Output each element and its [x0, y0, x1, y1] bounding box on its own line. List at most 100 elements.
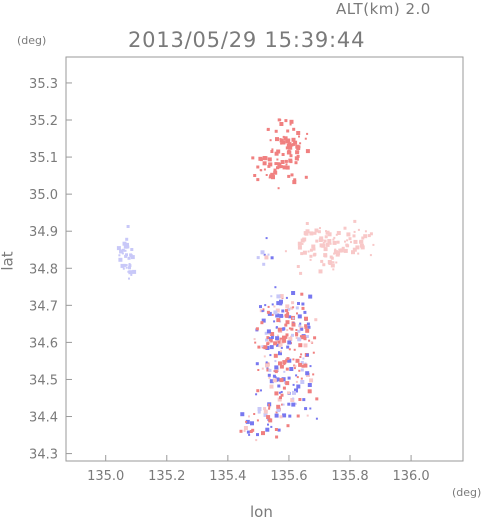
echo-point — [295, 150, 300, 155]
echo-point — [276, 149, 281, 154]
echo-point — [314, 318, 318, 322]
echo-point — [266, 368, 270, 372]
echo-point — [307, 250, 310, 253]
echo-point — [318, 269, 323, 274]
echo-point — [332, 268, 335, 271]
echo-point — [313, 336, 317, 340]
echo-point — [346, 232, 351, 237]
echo-point — [274, 376, 277, 378]
echo-point — [265, 237, 268, 240]
echo-point — [279, 378, 284, 383]
echo-point — [312, 253, 316, 257]
echo-point — [280, 391, 283, 393]
echo-point — [279, 415, 283, 419]
echo-point — [303, 363, 308, 368]
echo-point — [327, 232, 332, 237]
echo-point — [298, 398, 302, 401]
echo-points — [116, 118, 375, 442]
echo-point — [280, 346, 283, 349]
echo-point — [267, 423, 269, 426]
echo-point — [268, 407, 271, 410]
echo-point — [309, 248, 313, 252]
echo-point — [353, 230, 356, 233]
echo-point — [304, 137, 307, 140]
echo-point — [300, 327, 304, 331]
echo-point — [132, 269, 137, 274]
echo-point — [302, 398, 306, 402]
echo-point — [249, 430, 253, 433]
echo-point — [357, 252, 360, 255]
echo-point — [291, 291, 296, 295]
echo-point — [123, 263, 127, 267]
echo-point — [130, 248, 134, 251]
echo-point — [263, 345, 268, 350]
echo-point — [125, 264, 128, 267]
echo-point — [298, 135, 300, 138]
echo-point — [239, 429, 243, 433]
echo-point — [369, 254, 372, 257]
echo-point — [312, 373, 315, 376]
echo-point — [265, 363, 269, 368]
echo-point — [268, 162, 271, 165]
echo-point — [283, 136, 288, 141]
echo-point — [297, 245, 302, 250]
y-tick-label: 34.5 — [29, 373, 58, 388]
echo-point — [298, 362, 303, 367]
echo-point — [120, 263, 125, 268]
echo-point — [290, 143, 294, 147]
echo-point — [321, 243, 326, 248]
echo-point — [285, 381, 290, 386]
echo-point — [282, 413, 287, 418]
echo-point — [285, 309, 288, 313]
echo-point — [303, 337, 307, 341]
echo-point — [302, 250, 307, 255]
echo-point — [290, 398, 295, 402]
echo-point — [266, 367, 269, 370]
echo-point — [293, 364, 296, 367]
echo-point — [315, 417, 318, 420]
echo-point — [254, 341, 257, 344]
echo-point — [286, 129, 290, 133]
echo-point — [283, 370, 286, 373]
echo-point — [297, 241, 302, 246]
echo-point — [280, 160, 285, 164]
echo-point — [256, 165, 260, 169]
echo-point — [279, 313, 284, 318]
echo-point — [118, 257, 123, 262]
echo-point — [269, 384, 274, 389]
echo-point — [275, 313, 280, 318]
echo-point — [344, 240, 346, 243]
echo-point — [292, 306, 295, 309]
echo-point — [300, 380, 305, 384]
echo-point — [332, 238, 335, 241]
echo-point — [245, 419, 250, 424]
echo-point — [292, 127, 296, 131]
echo-point — [315, 239, 319, 243]
echo-point — [287, 391, 290, 395]
echo-point — [291, 402, 296, 407]
echo-point — [278, 361, 282, 366]
altitude-label: ALT(km) 2.0 — [336, 0, 431, 18]
echo-point — [276, 294, 281, 299]
echo-point — [122, 241, 127, 246]
echo-point — [275, 137, 279, 142]
echo-point — [285, 165, 290, 170]
echo-point — [262, 262, 266, 266]
echo-point — [299, 271, 303, 275]
echo-point — [255, 439, 258, 442]
echo-point — [300, 252, 304, 256]
echo-point — [306, 353, 309, 357]
echo-point — [303, 335, 307, 338]
echo-point — [276, 334, 279, 337]
echo-point — [270, 295, 273, 298]
echo-point — [261, 345, 264, 348]
echo-point — [270, 336, 274, 339]
echo-point — [275, 377, 280, 382]
echo-point — [363, 234, 368, 239]
echo-point — [348, 237, 352, 241]
echo-point — [128, 270, 133, 275]
echo-point — [273, 305, 276, 308]
echo-point — [297, 302, 300, 305]
echo-point — [299, 356, 302, 358]
echo-point — [267, 253, 270, 256]
